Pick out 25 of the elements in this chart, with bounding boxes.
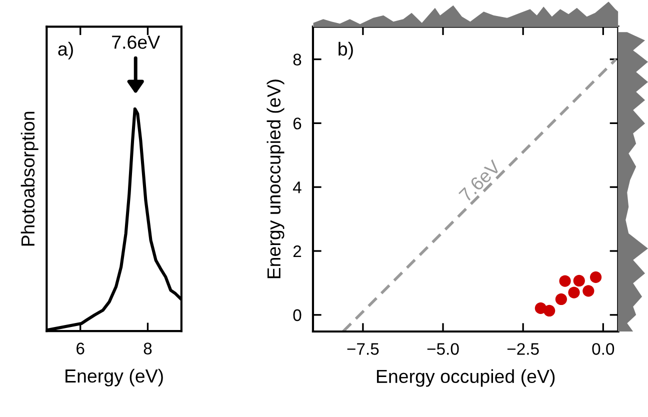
x-tick-label: −2.5 [507, 343, 539, 355]
annotation: b) [338, 42, 353, 60]
point [590, 271, 602, 284]
y-tick-label: 4 [292, 182, 302, 194]
x-axis-title: Energy occupied (eV) [376, 369, 555, 387]
point [559, 275, 571, 287]
x-tick-label: 0.0 [592, 343, 614, 355]
text: a) [58, 42, 73, 60]
y-tick-label: 2 [293, 245, 302, 258]
y-tick-label: 8 [293, 54, 302, 66]
point [582, 285, 594, 297]
text: 7.6eV [112, 36, 160, 49]
x-tick-label: −7.5 [347, 343, 379, 355]
x-tick-label: −5.0 [427, 343, 459, 355]
y-axis-title: Photoabsorption [20, 112, 38, 246]
y-tick-label: 6 [293, 118, 302, 130]
x-axis-title: Energy (eV) [66, 368, 163, 386]
y-axis-title: Energy unoccupied (eV) [266, 80, 284, 278]
x-tick-label: 8 [144, 342, 152, 354]
y-tick-label: 0 [293, 309, 302, 322]
point [568, 286, 580, 298]
point [555, 293, 567, 306]
point [573, 274, 585, 287]
x-tick-label: 6 [76, 342, 84, 354]
point [534, 302, 546, 314]
